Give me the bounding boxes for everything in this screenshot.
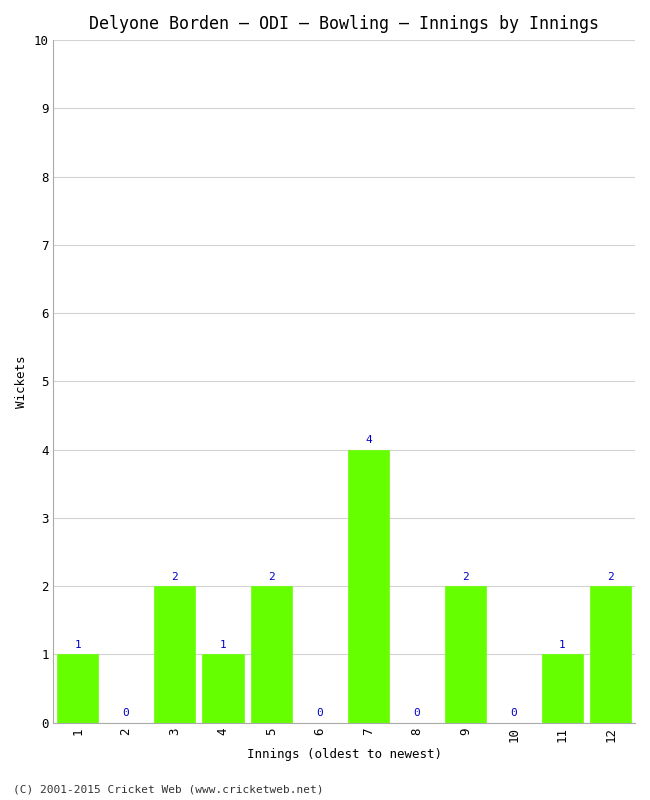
Text: 0: 0 — [510, 709, 517, 718]
Y-axis label: Wickets: Wickets — [15, 355, 28, 407]
Text: 2: 2 — [171, 572, 178, 582]
Text: 0: 0 — [123, 709, 129, 718]
Bar — [202, 654, 244, 722]
Bar — [445, 586, 486, 722]
Bar — [348, 450, 389, 722]
Bar — [590, 586, 631, 722]
Bar — [57, 654, 98, 722]
Text: (C) 2001-2015 Cricket Web (www.cricketweb.net): (C) 2001-2015 Cricket Web (www.cricketwe… — [13, 784, 324, 794]
Bar — [541, 654, 583, 722]
Text: 2: 2 — [607, 572, 614, 582]
Text: 1: 1 — [220, 640, 226, 650]
Text: 2: 2 — [268, 572, 275, 582]
Text: 0: 0 — [413, 709, 421, 718]
Text: 1: 1 — [74, 640, 81, 650]
Text: 1: 1 — [559, 640, 566, 650]
Bar — [251, 586, 292, 722]
X-axis label: Innings (oldest to newest): Innings (oldest to newest) — [247, 748, 442, 761]
Text: 4: 4 — [365, 435, 372, 446]
Title: Delyone Borden – ODI – Bowling – Innings by Innings: Delyone Borden – ODI – Bowling – Innings… — [89, 15, 599, 33]
Bar — [154, 586, 195, 722]
Text: 2: 2 — [462, 572, 469, 582]
Text: 0: 0 — [317, 709, 323, 718]
